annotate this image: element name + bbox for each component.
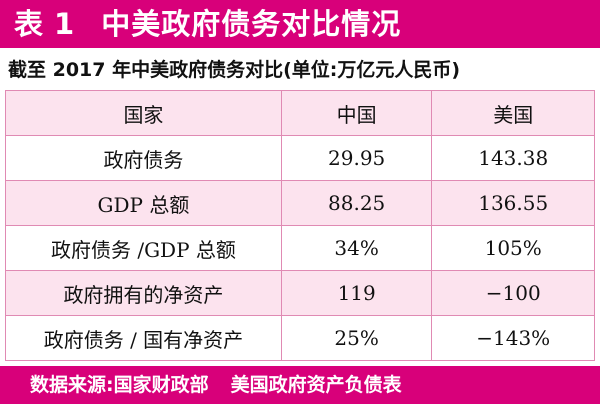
china-value: 25%	[280, 315, 433, 361]
title-bar: 表 1 中美政府债务对比情况	[0, 0, 600, 48]
row-label: 政府债务 / 国有净资产	[5, 315, 282, 361]
header-cell-usa: 美国	[431, 90, 595, 136]
usa-value: 143.38	[431, 135, 595, 181]
table-row: 政府债务 / 国有净资产 25% −143%	[5, 315, 595, 361]
usa-value: 105%	[431, 225, 595, 271]
source-label: 数据来源:国家财政部	[30, 374, 209, 396]
usa-value: −100	[431, 270, 595, 316]
table-row: GDP 总额 88.25 136.55	[5, 180, 595, 226]
source-footer: 数据来源:国家财政部 美国政府资产负债表	[0, 366, 600, 404]
header-cell-china: 中国	[280, 90, 433, 136]
table-row: 政府债务 29.95 143.38	[5, 135, 595, 181]
table-header-row: 国家 中国 美国	[5, 90, 595, 136]
title-prefix: 表	[14, 7, 45, 41]
table-row: 政府拥有的净资产 119 −100	[5, 270, 595, 316]
row-label: 政府债务	[5, 135, 282, 181]
row-label: GDP 总额	[5, 180, 282, 226]
table-row: 政府债务 /GDP 总额 34% 105%	[5, 225, 595, 271]
row-label: 政府债务 /GDP 总额	[5, 225, 282, 271]
usa-value: 136.55	[431, 180, 595, 226]
china-value: 119	[280, 270, 433, 316]
row-label: 政府拥有的净资产	[5, 270, 282, 316]
china-value: 29.95	[280, 135, 433, 181]
header-cell-country: 国家	[5, 90, 282, 136]
china-value: 34%	[280, 225, 433, 271]
comparison-table: 国家 中国 美国 政府债务 29.95 143.38 GDP 总额 88.25 …	[5, 90, 595, 361]
title-number: 1	[54, 7, 76, 41]
usa-value: −143%	[431, 315, 595, 361]
table-subtitle: 截至 2017 年中美政府债务对比(单位:万亿元人民币)	[8, 59, 461, 81]
china-value: 88.25	[280, 180, 433, 226]
source-second: 美国政府资产负债表	[230, 374, 402, 396]
title-text: 中美政府债务对比情况	[101, 7, 402, 41]
